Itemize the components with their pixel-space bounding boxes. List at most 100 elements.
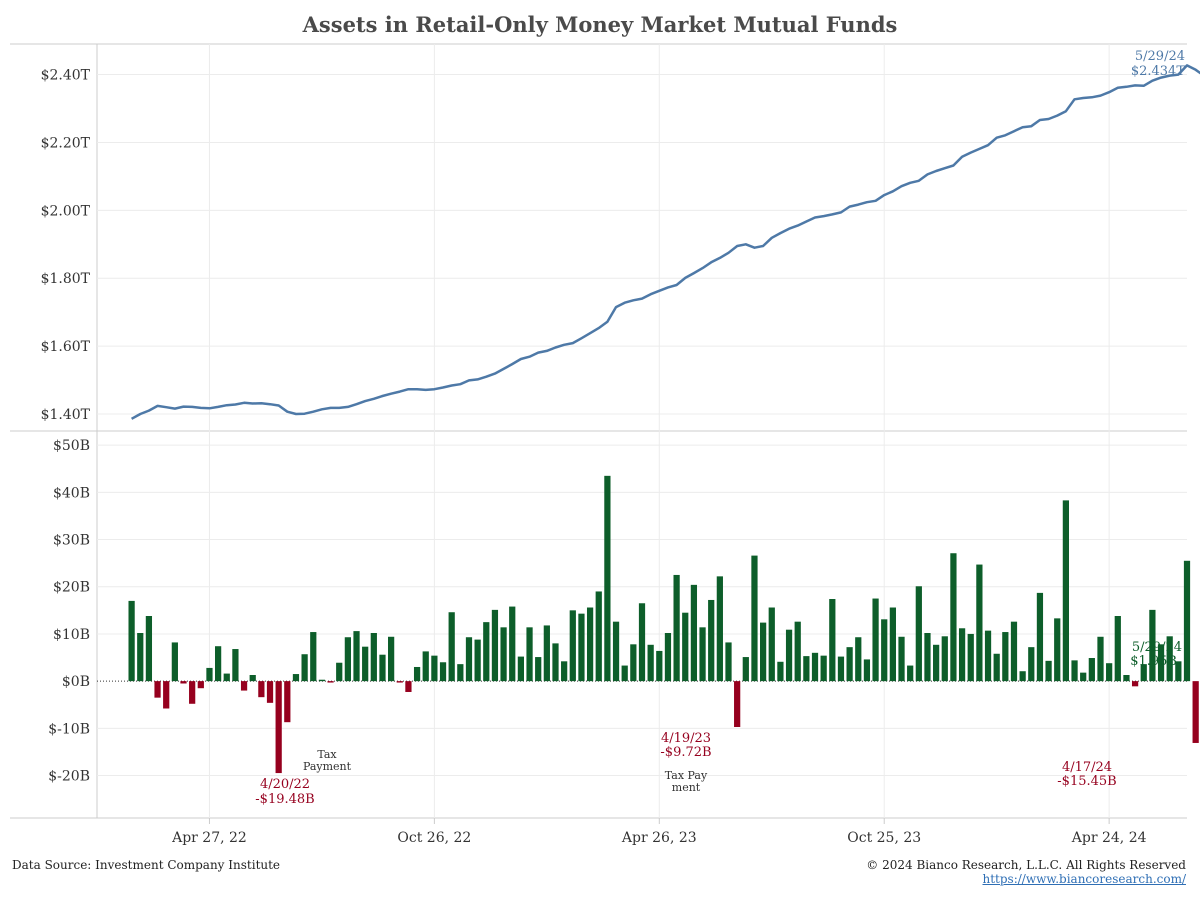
weekly-change-bar <box>569 610 576 682</box>
weekly-change-bar <box>1054 618 1061 682</box>
weekly-change-bar <box>145 616 153 682</box>
weekly-change-bar <box>595 591 602 682</box>
weekly-change-bar <box>163 681 170 709</box>
weekly-change-bar <box>820 655 827 682</box>
weekly-change-bar <box>958 628 966 682</box>
last-line-date-label: 5/29/24 <box>1135 49 1185 64</box>
weekly-change-bar <box>1149 609 1156 682</box>
bottom-y-tick-label: $50B <box>53 438 90 454</box>
weekly-change-bar <box>509 606 516 682</box>
weekly-change-bar <box>180 681 187 684</box>
weekly-change-bar <box>993 653 1000 682</box>
annot-2024-value: -$15.45B <box>1057 774 1116 789</box>
weekly-change-bar <box>699 627 706 682</box>
weekly-change-bar <box>362 646 369 682</box>
weekly-change-bar <box>1114 616 1121 682</box>
weekly-change-bar-series <box>128 475 1199 774</box>
weekly-change-bar <box>872 598 879 682</box>
weekly-change-bar <box>197 681 204 689</box>
weekly-change-bar <box>413 666 421 682</box>
tax-note-2022-line2: Payment <box>303 760 352 773</box>
weekly-change-bar <box>1062 500 1069 682</box>
weekly-change-bar <box>327 681 334 683</box>
assets-line <box>130 64 1200 420</box>
last-bar-date-label: 5/29/24 <box>1132 640 1182 655</box>
annot-2022-date: 4/20/22 <box>260 777 310 792</box>
x-tick-label: Apr 26, 23 <box>621 830 697 846</box>
top-y-tick-label: $1.40T <box>41 407 91 423</box>
weekly-change-bar <box>889 607 896 682</box>
bottom-y-tick-label: $-10B <box>48 721 90 737</box>
weekly-change-bar <box>137 633 144 682</box>
annot-2023-value: -$9.72B <box>660 745 711 760</box>
weekly-change-bar <box>249 675 256 682</box>
weekly-change-bar <box>708 599 715 682</box>
bottom-y-axis: $-20B $-10B $0B $10B $20B $30B $40B $50B <box>48 438 90 784</box>
weekly-change-bar <box>846 647 853 682</box>
weekly-change-bar <box>725 642 732 682</box>
x-gridlines <box>208 44 1110 818</box>
weekly-change-bar <box>275 681 282 774</box>
last-line-value-label: $2.434T <box>1131 64 1185 79</box>
weekly-change-bar <box>517 656 524 682</box>
x-axis: Apr 27, 22 Oct 26, 22 Apr 26, 23 Oct 25, 23… <box>171 818 1147 846</box>
weekly-change-bar <box>621 665 628 682</box>
weekly-change-bar <box>292 674 300 682</box>
weekly-change-bar <box>353 631 360 682</box>
weekly-change-bar <box>1019 671 1026 682</box>
weekly-change-bar <box>1028 647 1035 682</box>
weekly-change-bar <box>448 612 455 682</box>
top-y-tick-label: $2.00T <box>41 203 91 219</box>
weekly-change-bar <box>881 619 888 682</box>
weekly-change-bar <box>647 644 654 682</box>
weekly-change-bar <box>950 553 957 682</box>
top-y-tick-label: $1.80T <box>41 271 91 287</box>
weekly-change-bar <box>863 659 871 682</box>
data-source-note: Data Source: Investment Company Institut… <box>12 858 281 872</box>
assets-line-series <box>130 64 1200 420</box>
weekly-change-bar <box>171 642 178 682</box>
weekly-change-bar <box>344 637 351 682</box>
weekly-change-bar <box>396 681 403 683</box>
weekly-change-bar <box>1045 660 1052 682</box>
weekly-change-bar <box>1088 658 1095 682</box>
weekly-change-bar <box>734 681 741 727</box>
weekly-change-bar <box>1080 672 1087 682</box>
chart-frame <box>10 43 1187 819</box>
weekly-change-bar <box>370 633 377 682</box>
weekly-change-bar <box>924 633 931 682</box>
weekly-change-bar <box>474 639 481 682</box>
weekly-change-bar <box>604 475 611 682</box>
weekly-change-bar <box>232 649 239 682</box>
weekly-change-bar <box>907 665 914 682</box>
weekly-change-bar <box>206 667 213 682</box>
weekly-change-bar <box>612 621 620 682</box>
weekly-change-bar <box>1002 632 1009 682</box>
weekly-change-bar <box>638 603 646 682</box>
x-tick-label: Apr 24, 24 <box>1071 830 1147 846</box>
weekly-change-bar <box>189 681 196 704</box>
weekly-change-bar <box>535 657 542 682</box>
weekly-change-bar <box>751 555 758 682</box>
weekly-change-bar <box>240 681 248 691</box>
website-link[interactable]: https://www.biancoresearch.com/ <box>982 872 1186 886</box>
weekly-change-bar <box>457 664 464 682</box>
x-tick-label: Apr 27, 22 <box>171 830 247 846</box>
weekly-change-bar <box>578 613 585 682</box>
weekly-change-bar <box>1175 661 1182 682</box>
weekly-change-bar <box>716 576 723 682</box>
x-tick-label: Oct 26, 22 <box>397 830 471 846</box>
weekly-change-bar <box>690 584 698 682</box>
weekly-change-bar <box>526 627 533 682</box>
top-gridlines <box>97 74 1187 415</box>
weekly-change-bar <box>1140 664 1147 682</box>
weekly-change-bar <box>976 564 983 682</box>
weekly-change-bar <box>1192 681 1199 743</box>
top-y-tick-label: $2.20T <box>41 135 91 151</box>
weekly-change-bar <box>258 681 265 698</box>
weekly-change-bar <box>803 656 810 682</box>
weekly-change-bar <box>301 654 308 682</box>
weekly-change-bar <box>483 622 490 682</box>
weekly-change-bar <box>431 655 438 682</box>
